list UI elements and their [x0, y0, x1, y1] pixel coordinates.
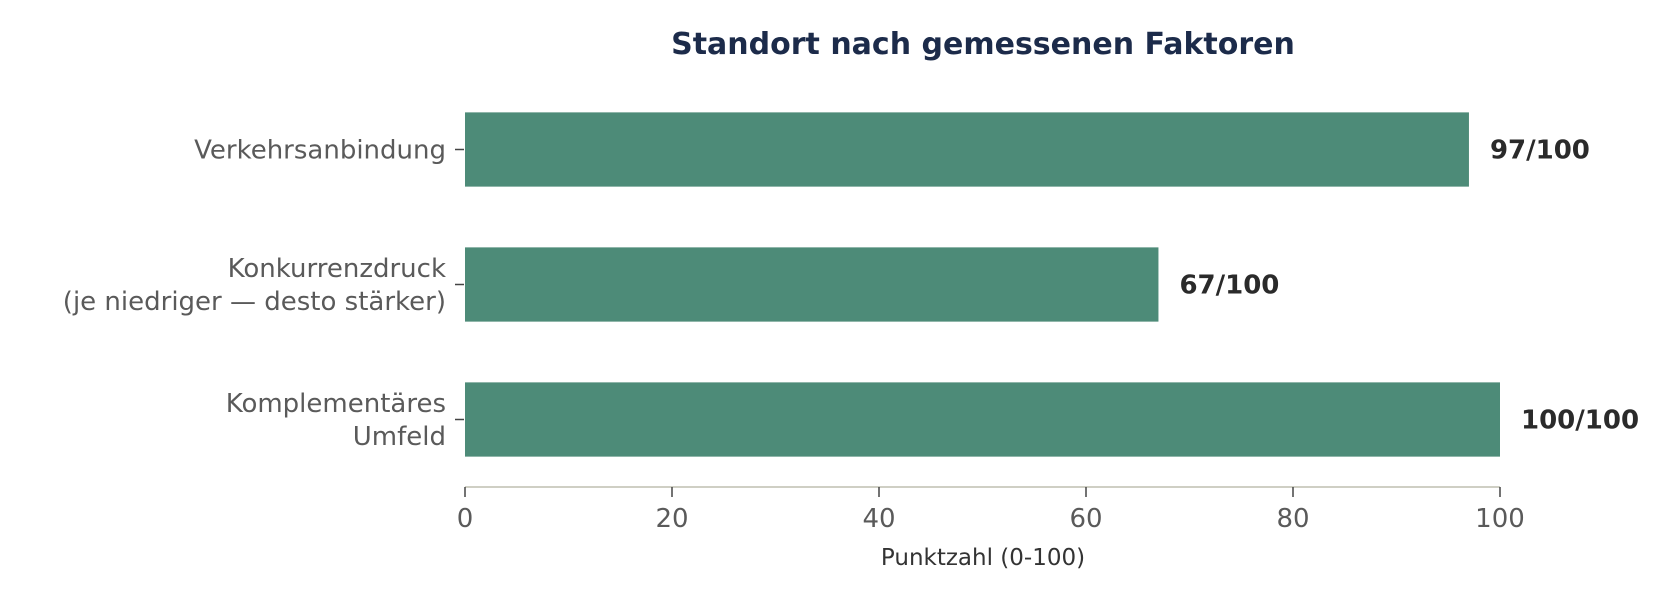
bars-group: 97/100 67/100 100/100: [465, 112, 1639, 457]
x-axis: 0 20 40 60 80 100: [457, 486, 1525, 534]
value-label: 100/100: [1521, 406, 1639, 436]
category-label: Verkehrsanbindung: [194, 136, 446, 166]
bar: [465, 247, 1159, 322]
category-label: Konkurrenzdruck (je niedriger — desto stä…: [63, 254, 446, 317]
value-label: 67/100: [1179, 271, 1279, 301]
bar: [465, 382, 1500, 457]
category-label: Komplementäres Umfeld: [226, 389, 446, 452]
chart-title: Standort nach gemessenen Faktoren: [671, 27, 1295, 62]
x-axis-title: Punktzahl (0-100): [881, 545, 1085, 571]
category-labels: Verkehrsanbindung Konkurrenzdruck (je nied…: [63, 136, 464, 452]
x-tick-label: 80: [1276, 504, 1309, 534]
x-tick-label: 60: [1069, 504, 1102, 534]
value-label: 97/100: [1490, 136, 1590, 166]
bar: [465, 112, 1469, 187]
x-tick-label: 20: [655, 504, 688, 534]
x-tick-label: 40: [862, 504, 895, 534]
x-tick-label: 100: [1475, 504, 1525, 534]
x-tick-label: 0: [457, 504, 474, 534]
